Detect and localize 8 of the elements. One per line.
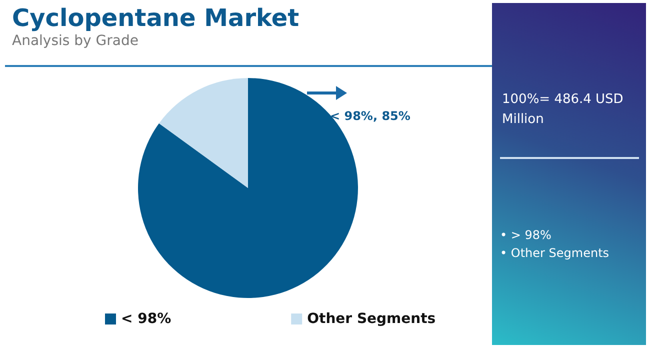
legend-label: < 98%	[121, 311, 172, 327]
chart-subtitle: Analysis by Grade	[12, 33, 138, 49]
text: • > 98%	[500, 227, 552, 244]
data-label: < 98%, 85%	[330, 109, 410, 123]
chart-title: Cyclopentane Market	[12, 4, 300, 32]
legend-label: Other Segments	[307, 311, 436, 327]
text: • Other Segments	[500, 245, 610, 262]
text: 100%= 486.4 USD Million	[502, 91, 624, 129]
